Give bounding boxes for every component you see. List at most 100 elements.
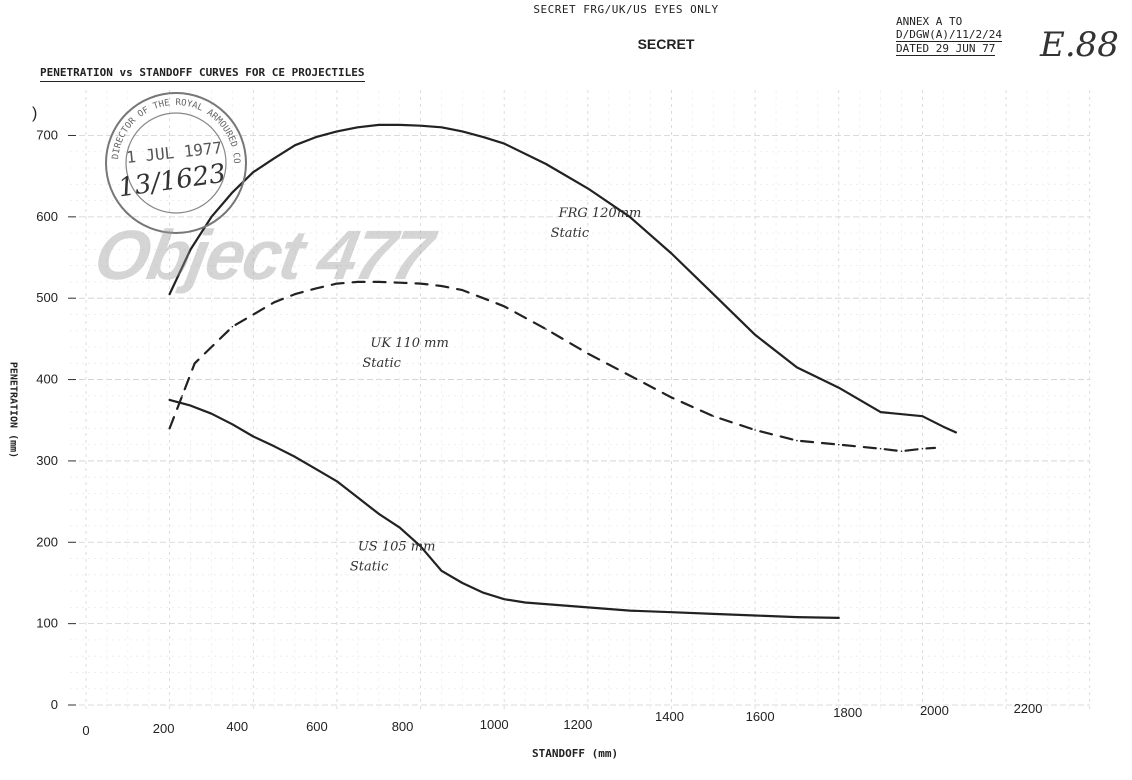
data-point <box>482 136 485 138</box>
data-point <box>900 450 903 452</box>
x-tick-label: 800 <box>392 719 414 734</box>
classification-label: SECRET <box>637 36 695 52</box>
x-axis-label: STANDOFF (mm) <box>532 747 619 760</box>
x-tick-label: 2200 <box>1014 701 1043 716</box>
data-point <box>921 415 924 417</box>
data-point <box>336 480 338 483</box>
data-point <box>231 423 234 426</box>
data-point <box>193 362 196 365</box>
data-point <box>796 616 798 618</box>
data-point <box>252 171 255 173</box>
x-tick-label: 1800 <box>833 705 862 720</box>
series-line-3 <box>168 398 840 619</box>
data-point <box>273 301 275 304</box>
x-tick-label: 0 <box>82 723 89 738</box>
data-point <box>189 248 192 251</box>
data-point <box>231 191 234 194</box>
data-point <box>377 281 380 283</box>
data-point <box>336 130 338 133</box>
data-point <box>545 328 547 330</box>
series-label-3: US 105 mm <box>358 539 436 554</box>
y-tick-label: 500 <box>36 290 58 305</box>
y-tick-label: 0 <box>51 697 58 712</box>
series-label-1: Static <box>551 226 590 241</box>
data-point <box>942 425 945 428</box>
data-point <box>712 293 715 295</box>
data-point <box>210 346 213 348</box>
data-point <box>670 396 673 399</box>
series-label-3: Static <box>350 559 389 574</box>
data-point <box>628 609 631 612</box>
data-point <box>231 325 234 328</box>
x-tick-label: 1000 <box>480 717 509 732</box>
data-point <box>545 163 547 165</box>
annex-line-1: ANNEX A TO <box>896 15 963 28</box>
watermark: Object 477 <box>89 216 437 294</box>
data-point <box>189 404 192 407</box>
annex-line-3: DATED 29 JUN 77 <box>896 42 996 56</box>
data-point <box>796 366 798 369</box>
y-tick-label: 600 <box>36 209 58 224</box>
y-tick-label: 700 <box>36 127 58 142</box>
data-point <box>419 124 422 127</box>
margin-mark: ) <box>32 105 37 122</box>
data-point <box>482 591 485 594</box>
x-tick-label: 1200 <box>563 717 592 732</box>
data-point <box>461 289 464 291</box>
data-point <box>712 415 715 417</box>
data-point <box>210 216 213 218</box>
data-point <box>273 445 275 448</box>
data-point <box>461 582 464 584</box>
x-tick-label: 1600 <box>746 709 775 724</box>
data-point <box>503 305 506 308</box>
data-point <box>837 443 840 446</box>
x-tick-label: 200 <box>153 721 175 736</box>
data-point <box>294 293 296 295</box>
data-point <box>419 282 422 285</box>
data-point <box>955 431 957 434</box>
data-point <box>181 395 183 397</box>
data-point <box>168 293 171 295</box>
data-point <box>796 439 798 442</box>
handwritten-reference: E.88 <box>1040 25 1119 65</box>
data-point <box>837 386 840 389</box>
y-axis-label: PENETRATION (mm) <box>7 361 19 459</box>
data-point <box>357 126 359 129</box>
data-point <box>168 427 171 430</box>
data-point <box>252 313 255 316</box>
y-tick-label: 300 <box>36 453 58 468</box>
data-point <box>273 157 275 160</box>
data-point <box>545 603 547 605</box>
data-point <box>315 468 317 470</box>
data-point <box>837 617 840 619</box>
annex-line-2: D/DGW(A)/11/2/24 <box>896 28 1002 42</box>
data-point <box>670 252 673 255</box>
data-point <box>419 545 422 548</box>
data-point <box>482 297 485 300</box>
x-tick-label: 600 <box>306 719 328 734</box>
data-point <box>503 142 506 145</box>
series-labels: FRG 120mm Static UK 110 mm Static US 105 mm S… <box>32 105 641 574</box>
data-point <box>754 614 756 617</box>
data-point <box>587 352 589 355</box>
data-point <box>503 598 506 601</box>
data-point <box>921 447 924 450</box>
data-point <box>315 136 317 138</box>
series-line-2 <box>168 280 936 453</box>
x-tick-label: 2000 <box>920 703 949 718</box>
chart-grid <box>70 90 1091 712</box>
data-point <box>336 282 338 285</box>
data-point <box>712 613 715 615</box>
data-point <box>357 281 359 283</box>
y-tick-label: 100 <box>36 616 58 631</box>
chart-series <box>168 123 957 619</box>
data-point <box>398 526 401 529</box>
x-axis-ticks: 0 200 400 600 800 1000 1200 1400 1600 1800 2000 220… <box>82 701 1042 738</box>
data-point <box>440 126 443 129</box>
classification-banner: SECRET FRG/UK/US EYES ONLY <box>533 3 719 16</box>
data-point <box>524 601 526 604</box>
data-point <box>377 124 380 126</box>
y-axis-ticks: 0 100 200 300 400 500 600 700 <box>36 127 76 712</box>
data-point <box>168 399 171 401</box>
data-point <box>252 435 255 438</box>
